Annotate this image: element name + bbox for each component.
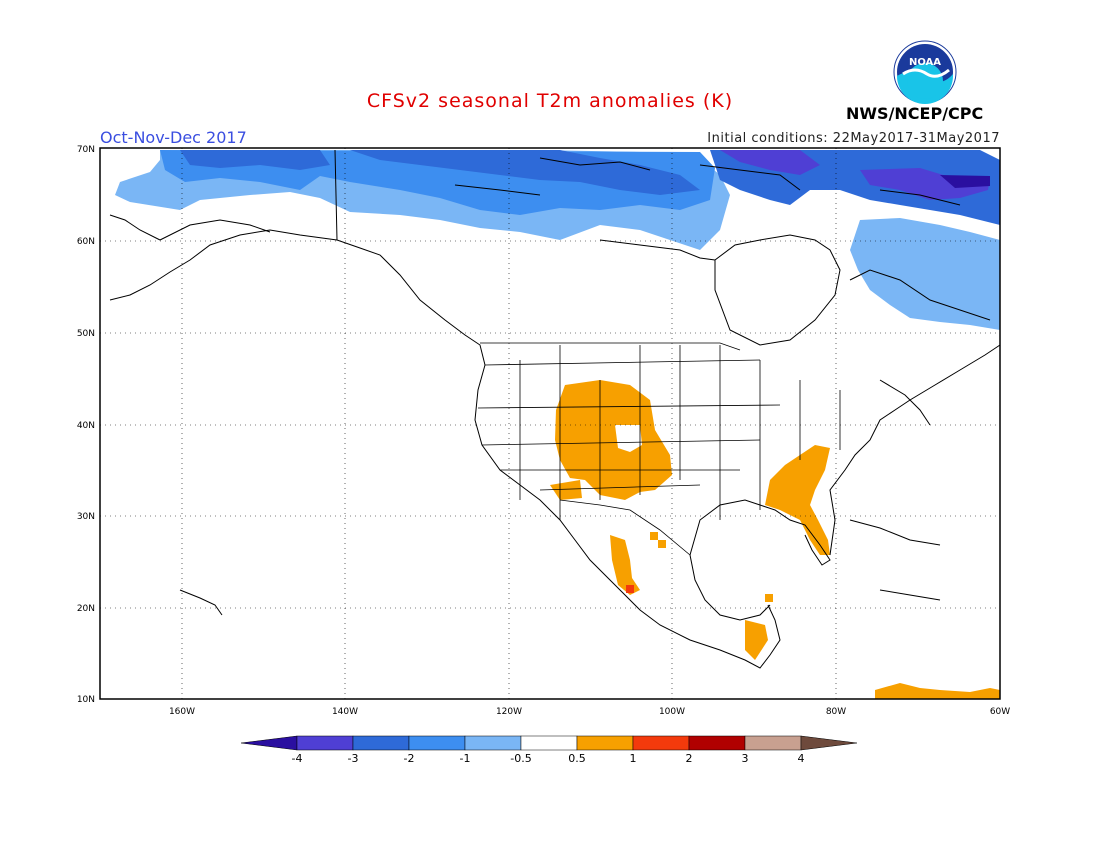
colorbar-arrow-high xyxy=(800,735,858,751)
lat-label: 40N xyxy=(77,421,95,431)
colorbar-label: -3 xyxy=(348,752,359,765)
map-frame xyxy=(99,147,1001,700)
colorbar-label: 0.5 xyxy=(568,752,586,765)
lon-axis-labels: 160W 140W 120W 100W 80W 60W xyxy=(169,707,1010,717)
colorbar-box xyxy=(352,735,410,751)
lon-label: 80W xyxy=(826,707,846,717)
political-borders xyxy=(477,342,841,556)
colorbar-box xyxy=(464,735,522,751)
colorbar-arrow-low xyxy=(240,735,298,751)
colorbar-label: 4 xyxy=(798,752,805,765)
forecast-period: Oct-Nov-Dec 2017 xyxy=(100,128,247,147)
coastlines xyxy=(109,149,1001,669)
colorbar-label: -1 xyxy=(460,752,471,765)
colorbar-label: 1 xyxy=(630,752,637,765)
colorbar-box xyxy=(744,735,802,751)
lat-label: 60N xyxy=(77,237,95,247)
map-title: CFSv2 seasonal T2m anomalies (K) xyxy=(366,90,734,112)
lat-axis-labels: 70N 60N 50N 40N 30N 20N 10N xyxy=(77,145,95,705)
lat-label: 70N xyxy=(77,145,95,155)
lon-label: 140W xyxy=(332,707,358,717)
lon-label: 120W xyxy=(496,707,522,717)
noaa-logo: NOAA xyxy=(893,40,957,104)
colorbar-box xyxy=(520,735,578,751)
colorbar-label: 2 xyxy=(686,752,693,765)
lon-label: 160W xyxy=(169,707,195,717)
colorbar-box xyxy=(296,735,354,751)
colorbar-boxes xyxy=(240,735,858,751)
colorbar-box xyxy=(632,735,690,751)
lat-label: 10N xyxy=(77,695,95,705)
anomaly-shading xyxy=(115,150,1000,699)
colorbar-labels: -4 -3 -2 -1 -0.5 0.5 1 2 3 4 xyxy=(292,752,805,765)
lon-label: 100W xyxy=(659,707,685,717)
colorbar-label: -2 xyxy=(404,752,415,765)
agency-label: NWS/NCEP/CPC xyxy=(846,104,984,123)
colorbar-label: -0.5 xyxy=(510,752,531,765)
graticule xyxy=(100,148,1000,699)
colorbar-box xyxy=(688,735,746,751)
colorbar-label: 3 xyxy=(742,752,749,765)
initial-conditions: Initial conditions: 22May2017-31May2017 xyxy=(707,131,1000,146)
lat-label: 30N xyxy=(77,512,95,522)
colorbar-label: -4 xyxy=(292,752,303,765)
lat-label: 20N xyxy=(77,604,95,614)
colorbar-box xyxy=(576,735,634,751)
lon-label: 60W xyxy=(990,707,1010,717)
noaa-logo-text: NOAA xyxy=(909,57,941,68)
colorbar-box xyxy=(408,735,466,751)
lat-label: 50N xyxy=(77,329,95,339)
